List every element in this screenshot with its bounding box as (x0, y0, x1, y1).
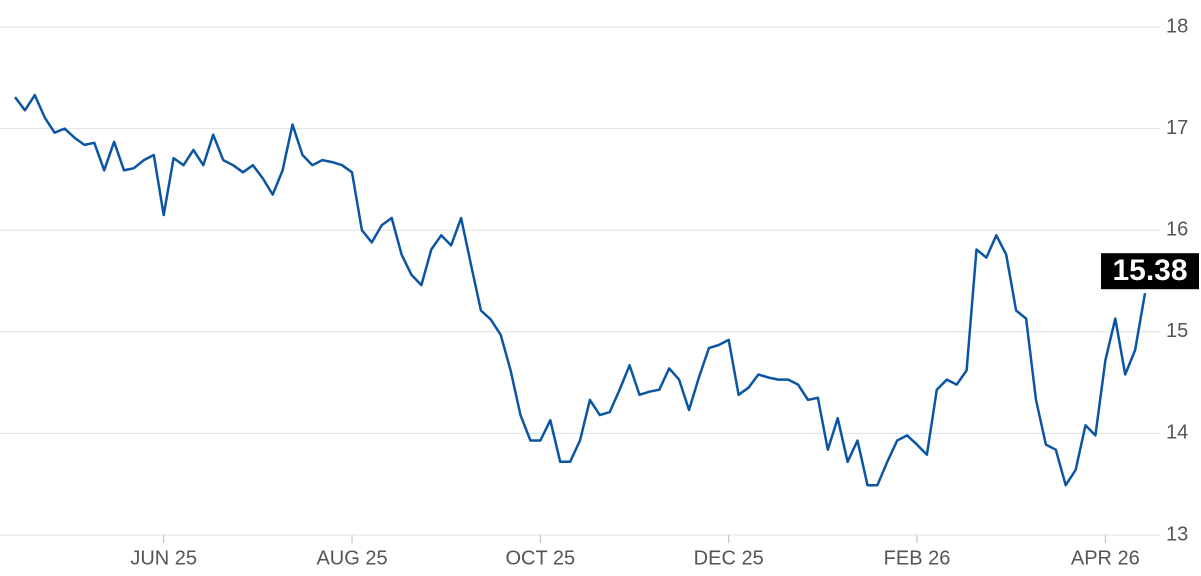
last-value-badge (1101, 253, 1199, 290)
y-tick-label: 14 (1166, 422, 1188, 444)
price-line (14, 93, 1147, 487)
y-tick-label: 16 (1166, 218, 1188, 240)
y-tick-label: 15 (1166, 320, 1188, 342)
y-tick-label: 17 (1166, 117, 1188, 139)
y-tick-label: 13 (1166, 523, 1188, 545)
x-tick-label: FEB 26 (884, 547, 951, 569)
last-value-label: 15.38 (1112, 254, 1187, 287)
x-tick-label: APR 26 (1071, 547, 1140, 569)
x-tick-label: JUN 25 (130, 547, 197, 569)
x-tick-label: AUG 25 (316, 547, 387, 569)
x-tick-label: OCT 25 (506, 547, 576, 569)
y-tick-label: 18 (1166, 15, 1188, 37)
x-tick-label: DEC 25 (694, 547, 764, 569)
